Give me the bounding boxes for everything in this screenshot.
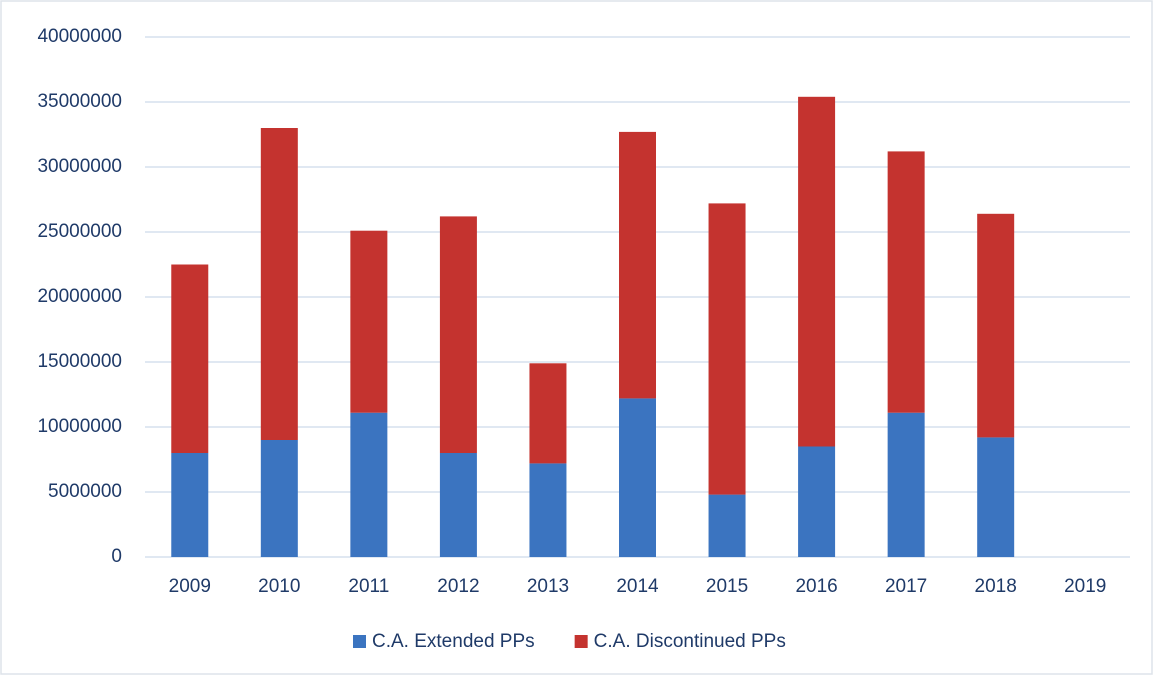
bar-segment bbox=[439, 453, 477, 557]
bar-segment bbox=[977, 437, 1015, 557]
y-tick-label: 20000000 bbox=[37, 286, 122, 307]
bar-segment bbox=[529, 363, 567, 464]
y-tick-label: 30000000 bbox=[37, 156, 122, 177]
x-tick-label: 2016 bbox=[795, 576, 837, 597]
bar-segment bbox=[798, 446, 836, 557]
bar-segment bbox=[350, 230, 388, 413]
bar-segment bbox=[887, 151, 925, 413]
legend-label: C.A. Extended PPs bbox=[372, 631, 535, 652]
bar-segment bbox=[171, 453, 209, 557]
bar-segment bbox=[260, 440, 298, 557]
y-tick-label: 10000000 bbox=[37, 416, 122, 437]
bar-segment bbox=[260, 128, 298, 440]
x-tick-label: 2011 bbox=[348, 576, 389, 597]
y-tick-label: 0 bbox=[111, 546, 122, 567]
bar-segment bbox=[529, 463, 567, 557]
y-tick-label: 5000000 bbox=[48, 481, 122, 502]
bar-segment bbox=[708, 203, 746, 495]
y-tick-label: 25000000 bbox=[37, 221, 122, 242]
bar-segment bbox=[798, 96, 836, 447]
y-tick-label: 40000000 bbox=[37, 26, 122, 47]
x-tick-label: 2013 bbox=[527, 576, 569, 597]
bar-segment bbox=[439, 216, 477, 453]
bar-segment bbox=[171, 264, 209, 453]
bar-segment bbox=[619, 131, 656, 399]
y-tick-label: 15000000 bbox=[37, 351, 122, 372]
x-tick-label: 2017 bbox=[885, 576, 927, 597]
x-tick-label: 2010 bbox=[258, 576, 300, 597]
bar-segment bbox=[708, 494, 746, 557]
bar-segment bbox=[887, 412, 925, 557]
x-tick-label: 2015 bbox=[706, 576, 748, 597]
x-tick-label: 2014 bbox=[616, 576, 659, 597]
bar-segment bbox=[977, 213, 1015, 438]
y-tick-label: 35000000 bbox=[37, 91, 122, 112]
bar-segment bbox=[350, 412, 388, 557]
x-tick-label: 2018 bbox=[975, 576, 1017, 597]
legend-label: C.A. Discontinued PPs bbox=[594, 631, 786, 652]
legend-swatch bbox=[574, 635, 588, 648]
bar-segment bbox=[619, 398, 656, 557]
legend-swatch bbox=[353, 635, 366, 648]
x-tick-label: 2012 bbox=[437, 576, 479, 597]
x-tick-label: 2009 bbox=[169, 576, 211, 597]
x-tick-label: 2019 bbox=[1064, 576, 1106, 597]
